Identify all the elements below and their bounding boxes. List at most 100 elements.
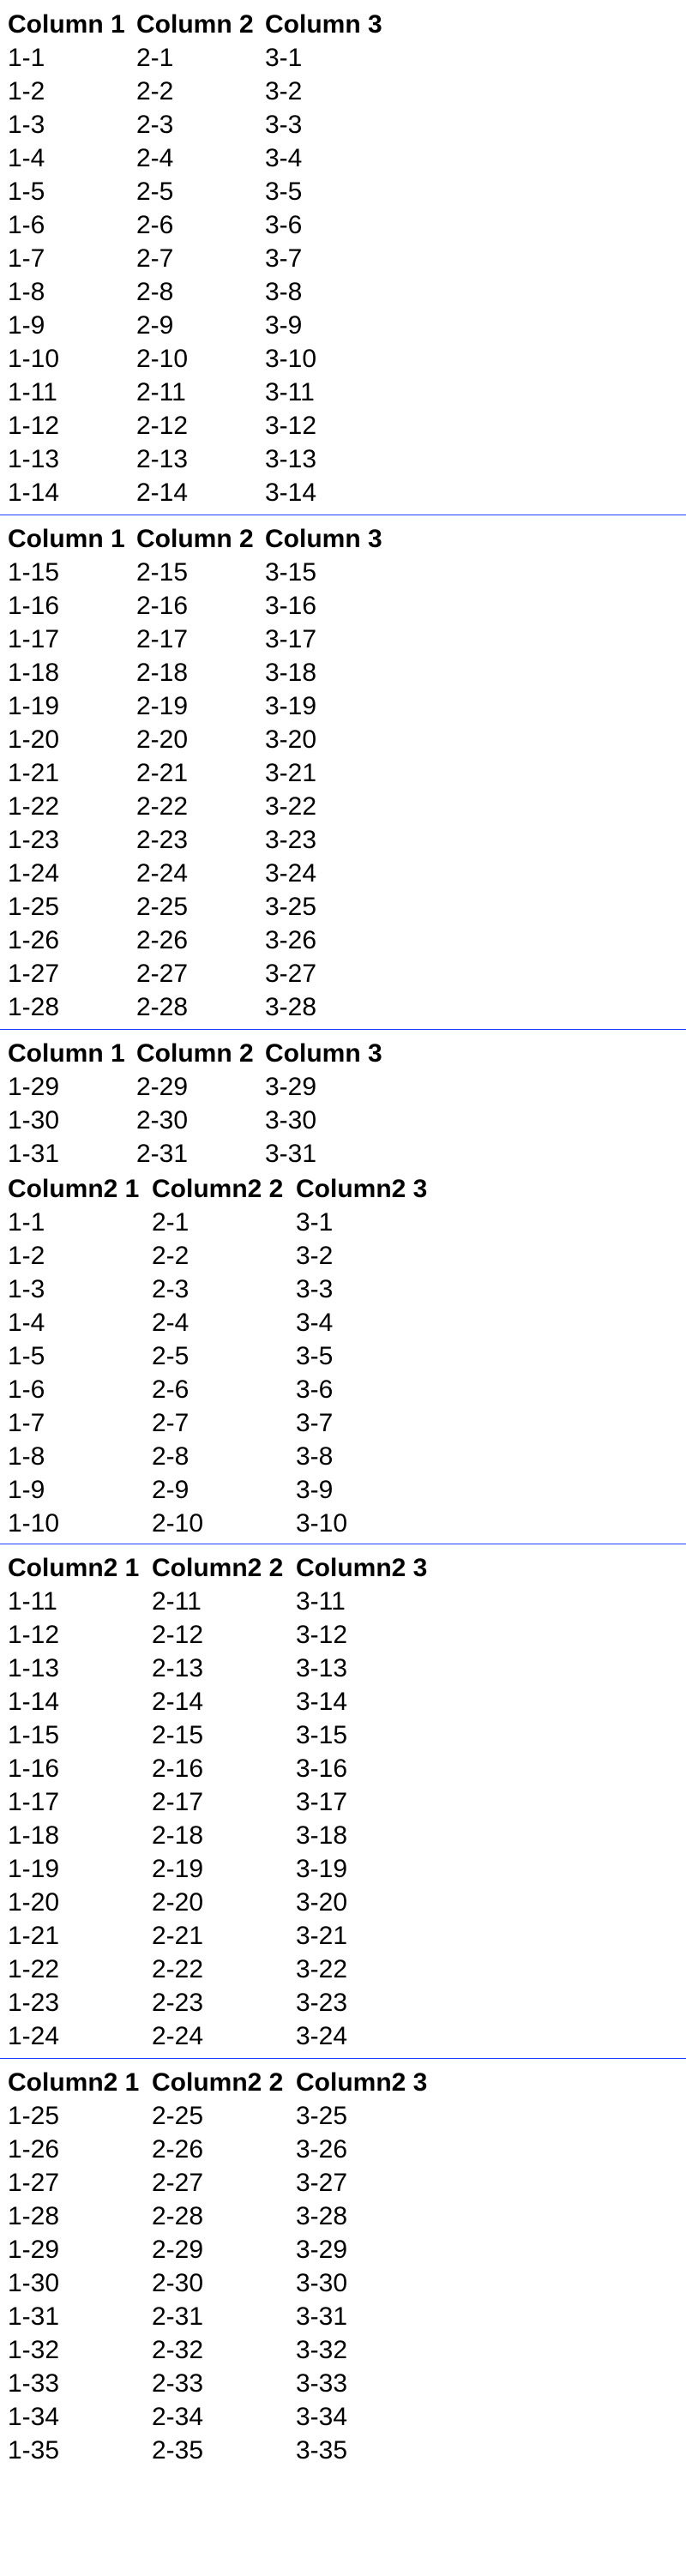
table-row: 1-30 2-30 3-30 — [8, 2266, 440, 2300]
table-cell: 2-5 — [136, 178, 174, 206]
table-cell: 3-20 — [265, 725, 317, 754]
table-cell: 2-27 — [136, 960, 189, 988]
table-cell: 3-30 — [265, 1106, 317, 1135]
header-row: Column2 1 Column2 2 Column2 3 — [8, 1551, 440, 1585]
table-cell: 1-17 — [8, 1788, 60, 1816]
table-cell: 3-6 — [265, 211, 303, 239]
table-cell: 2-25 — [136, 893, 189, 921]
table-cell: 3-8 — [296, 1442, 334, 1471]
table-cell: 1-25 — [8, 893, 60, 921]
table-cell: 3-21 — [296, 1922, 348, 1950]
table-row: 1-5 2-5 3-5 — [8, 175, 394, 208]
table-cell: 3-19 — [265, 692, 317, 720]
table-cell: 3-4 — [296, 1309, 334, 1337]
table-cell: 1-27 — [8, 960, 60, 988]
table-cell: 1-5 — [8, 1342, 45, 1370]
table-cell: 2-6 — [152, 1375, 190, 1404]
table-cell: 2-23 — [136, 826, 189, 854]
table-cell: 1-24 — [8, 859, 60, 888]
table-cell: 1-11 — [8, 1587, 57, 1616]
table-cell: 3-13 — [296, 1654, 348, 1682]
table-cell: 1-19 — [8, 692, 60, 720]
table-row: 1-9 2-9 3-9 — [8, 1473, 440, 1507]
table-cell: 1-2 — [8, 77, 45, 105]
table-row: 1-29 2-29 3-29 — [8, 1070, 394, 1104]
table-row: 1-12 2-12 3-12 — [8, 409, 394, 442]
table-cell: 3-23 — [296, 1989, 348, 2017]
table-cell: 3-3 — [296, 1275, 334, 1303]
table-row: 1-5 2-5 3-5 — [8, 1339, 440, 1373]
table-cell: 3-27 — [296, 2169, 348, 2197]
table-cell: 2-21 — [136, 759, 189, 787]
table-cell: 2-32 — [152, 2336, 204, 2364]
table-cell: 1-28 — [8, 993, 60, 1021]
table-cell: 1-17 — [8, 625, 60, 653]
table-cell: 3-13 — [265, 445, 317, 473]
table-cell: 2-9 — [136, 311, 174, 340]
table-cell: 3-11 — [265, 378, 315, 406]
table-row: 1-29 2-29 3-29 — [8, 2233, 440, 2266]
table-cell: 1-31 — [8, 1140, 60, 1168]
table-cell: 3-1 — [265, 44, 303, 72]
table-row: 1-24 2-24 3-24 — [8, 857, 394, 890]
table-row: 1-14 2-14 3-14 — [8, 1685, 440, 1718]
table-row: 1-1 2-1 3-1 — [8, 41, 394, 75]
table-cell: 3-28 — [265, 993, 317, 1021]
table-cell: 3-9 — [265, 311, 303, 340]
table-row: 1-4 2-4 3-4 — [8, 1306, 440, 1339]
table-row: 1-32 2-32 3-32 — [8, 2333, 440, 2367]
table-row: 1-25 2-25 3-25 — [8, 2099, 440, 2133]
table-row: 1-21 2-21 3-21 — [8, 1919, 440, 1953]
table-cell: 1-26 — [8, 926, 60, 954]
header-row: Column2 1 Column2 2 Column2 3 — [8, 2066, 440, 2099]
table-cell: 3-23 — [265, 826, 317, 854]
table-cell: 2-22 — [136, 792, 189, 821]
column-header-3: Column 3 — [265, 525, 382, 553]
column-header-2: Column 2 — [136, 1039, 254, 1068]
table-cell: 3-35 — [296, 2436, 348, 2465]
table-cell: 3-18 — [296, 1821, 348, 1850]
table-cell: 2-35 — [152, 2436, 204, 2465]
table-cell: 3-16 — [296, 1754, 348, 1783]
table-cell: 1-20 — [8, 1888, 60, 1917]
table-row: 1-21 2-21 3-21 — [8, 756, 394, 790]
table-cell: 3-26 — [265, 926, 317, 954]
table-cell: 2-26 — [152, 2135, 204, 2164]
table-row: 1-12 2-12 3-12 — [8, 1618, 440, 1652]
table-cell: 3-8 — [265, 278, 303, 306]
table-cell: 2-34 — [152, 2403, 204, 2431]
table-cell: 1-6 — [8, 211, 45, 239]
table-cell: 2-2 — [152, 1242, 190, 1270]
table-cell: 3-5 — [265, 178, 303, 206]
table-row: 1-10 2-10 3-10 — [8, 1507, 440, 1540]
table-cell: 3-28 — [296, 2202, 348, 2230]
table-cell: 2-30 — [152, 2269, 204, 2297]
table-cell: 3-12 — [296, 1621, 348, 1649]
table-row: 1-20 2-20 3-20 — [8, 1886, 440, 1919]
table-cell: 2-23 — [152, 1989, 204, 2017]
table-cell: 2-28 — [136, 993, 189, 1021]
table-row: 1-11 2-11 3-11 — [8, 376, 394, 409]
column-header-1: Column2 1 — [8, 1175, 140, 1203]
table-cell: 3-2 — [265, 77, 303, 105]
table-cell: 3-25 — [296, 2102, 348, 2130]
table-cell: 3-24 — [296, 2022, 348, 2050]
table-cell: 1-29 — [8, 1073, 60, 1101]
table-cell: 2-14 — [136, 478, 189, 507]
table-cell: 1-14 — [8, 1688, 60, 1716]
table-row: 1-35 2-35 3-35 — [8, 2434, 440, 2467]
header-row: Column 1 Column 2 Column 3 — [8, 522, 394, 556]
table-row: 1-3 2-3 3-3 — [8, 1273, 440, 1306]
table-cell: 2-6 — [136, 211, 174, 239]
page-4: Column2 1 Column2 2 Column2 3 1-11 2-11 3-11 1… — [0, 1544, 686, 2058]
table-cell: 1-3 — [8, 1275, 45, 1303]
page-3: Column 1 Column 2 Column 3 1-29 2-29 3-29 1-30… — [0, 1029, 686, 1544]
table-cell: 3-29 — [296, 2236, 348, 2264]
table-cell: 3-7 — [296, 1409, 334, 1437]
table-cell: 2-2 — [136, 77, 174, 105]
table-row: 1-19 2-19 3-19 — [8, 689, 394, 723]
table-cell: 1-29 — [8, 2236, 60, 2264]
table-cell: 2-24 — [136, 859, 189, 888]
table-cell: 1-7 — [8, 244, 45, 273]
column-header-3: Column 3 — [265, 1039, 382, 1068]
